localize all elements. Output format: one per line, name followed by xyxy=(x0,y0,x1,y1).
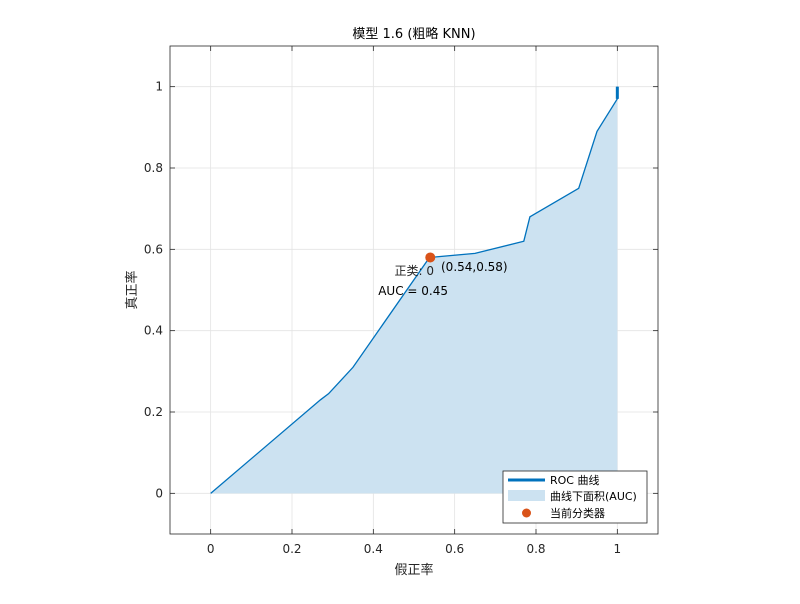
y-tick-label: 1 xyxy=(155,80,163,94)
legend-point-label: 当前分类器 xyxy=(550,506,605,520)
legend: ROC 曲线 曲线下面积(AUC) 当前分类器 xyxy=(502,470,648,524)
legend-roc-label: ROC 曲线 xyxy=(550,473,599,487)
x-axis-label: 假正率 xyxy=(394,562,433,578)
x-tick-label: 0.2 xyxy=(282,542,301,556)
y-tick-label: 0.4 xyxy=(144,324,163,338)
y-axis-label: 真正率 xyxy=(124,270,140,309)
axes-frame xyxy=(169,45,659,535)
legend-point-swatch xyxy=(522,508,531,518)
x-ticks: 0 0.2 0.4 0.6 0.8 1 xyxy=(207,46,621,556)
roc-curve-line xyxy=(210,86,618,494)
y-tick-label: 0.6 xyxy=(144,242,163,256)
positive-class-label: 正类: 0 xyxy=(395,264,435,278)
x-tick-label: 0.6 xyxy=(445,542,464,556)
legend-auc-label: 曲线下面积(AUC) xyxy=(550,489,637,503)
y-tick-label: 0 xyxy=(155,486,163,500)
y-tick-label: 0.2 xyxy=(144,405,163,419)
x-tick-label: 0.4 xyxy=(364,542,383,556)
y-ticks: 0 0.2 0.4 0.6 0.8 1 xyxy=(144,80,658,500)
chart-title: 模型 1.6 (粗略 KNN) xyxy=(352,26,475,42)
current-classifier-marker xyxy=(425,252,436,263)
y-tick-label: 0.8 xyxy=(144,161,163,175)
auc-label: AUC = 0.45 xyxy=(378,284,448,298)
point-coordinate-label: (0.54,0.58) xyxy=(441,260,508,274)
x-tick-label: 1 xyxy=(614,542,622,556)
x-tick-label: 0 xyxy=(207,542,215,556)
legend-auc-swatch xyxy=(508,490,545,501)
x-tick-label: 0.8 xyxy=(526,542,545,556)
auc-area xyxy=(210,86,618,494)
